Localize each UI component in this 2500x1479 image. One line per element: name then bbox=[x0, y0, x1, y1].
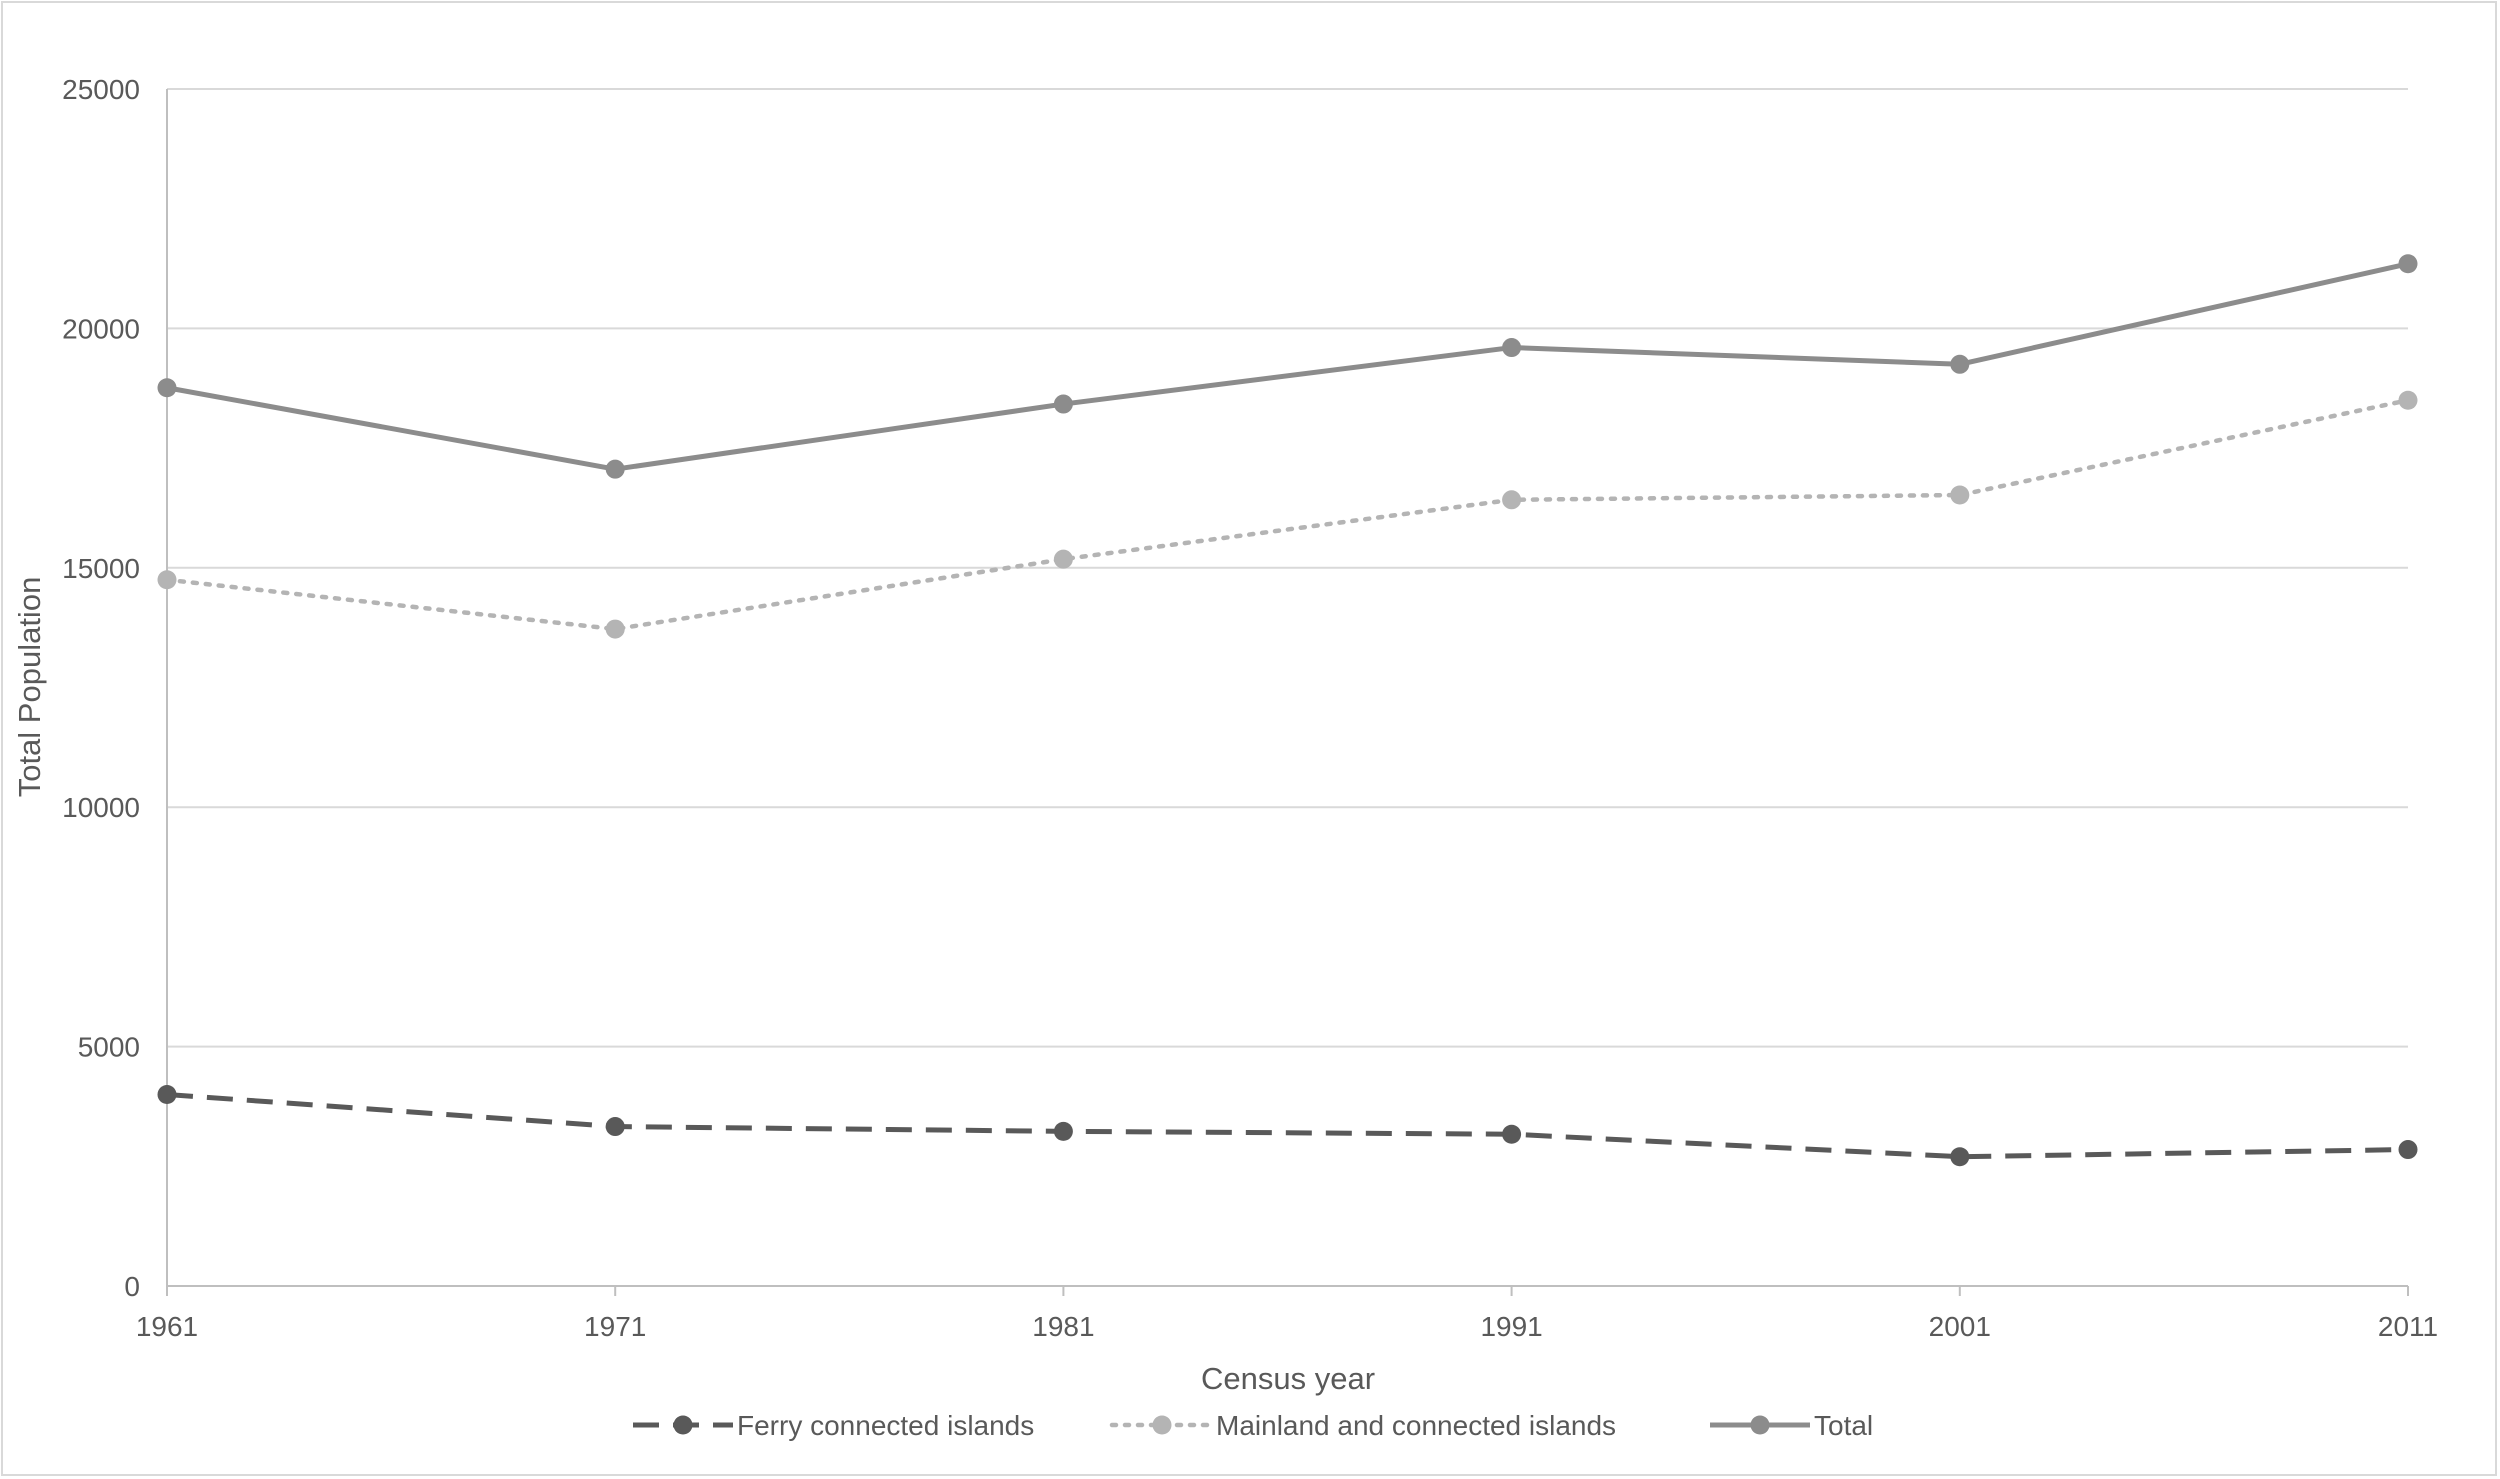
series-line bbox=[166, 1091, 2409, 1160]
series-line bbox=[164, 397, 2411, 632]
data-point bbox=[605, 619, 625, 639]
data-point bbox=[605, 1117, 625, 1137]
gridlines bbox=[167, 88, 2408, 1048]
y-tick-label: 20000 bbox=[62, 313, 140, 344]
data-point bbox=[157, 570, 177, 590]
x-tick-label: 1981 bbox=[1032, 1311, 1094, 1342]
legend-swatch-marker bbox=[1750, 1415, 1770, 1435]
legend-label: Total bbox=[1814, 1410, 1873, 1441]
y-tick-label: 15000 bbox=[62, 553, 140, 584]
x-tick-label: 1991 bbox=[1480, 1311, 1542, 1342]
series-lines bbox=[164, 261, 2411, 1160]
x-tick-label: 1971 bbox=[584, 1311, 646, 1342]
y-tick-label: 0 bbox=[124, 1271, 140, 1302]
data-point bbox=[1502, 1124, 1522, 1144]
y-tick-label: 10000 bbox=[62, 792, 140, 823]
legend: Ferry connected islands Mainland and conn… bbox=[633, 1410, 1873, 1441]
y-tick-label: 25000 bbox=[62, 74, 140, 105]
series-line bbox=[166, 261, 2409, 472]
data-point bbox=[2398, 1140, 2418, 1160]
data-point bbox=[2398, 254, 2418, 274]
legend-swatch-marker bbox=[1152, 1415, 1172, 1435]
legend-swatch-marker bbox=[673, 1415, 693, 1435]
data-point bbox=[1053, 1121, 1073, 1141]
data-point bbox=[605, 459, 625, 479]
x-tick-label: 1961 bbox=[136, 1311, 198, 1342]
data-point bbox=[157, 378, 177, 398]
series-markers bbox=[157, 254, 2418, 1167]
data-point bbox=[157, 1084, 177, 1104]
data-point bbox=[2398, 390, 2418, 410]
legend-label: Ferry connected islands bbox=[737, 1410, 1034, 1441]
x-tick-label: 2001 bbox=[1929, 1311, 1991, 1342]
data-point bbox=[1950, 354, 1970, 374]
x-axis-title: Census year bbox=[1201, 1361, 1375, 1396]
data-point bbox=[1950, 485, 1970, 505]
x-tick-label: 2011 bbox=[2378, 1311, 2438, 1342]
data-point bbox=[1502, 490, 1522, 510]
data-point bbox=[1053, 394, 1073, 414]
data-point bbox=[1053, 549, 1073, 569]
y-tick-label: 5000 bbox=[78, 1032, 140, 1063]
x-tick-labels: 1961 1971 1981 1991 2001 2011 bbox=[136, 1286, 2438, 1342]
data-point bbox=[1502, 338, 1522, 358]
y-tick-labels: 0 5000 10000 15000 20000 25000 bbox=[62, 74, 140, 1302]
y-axis-title: Total Population bbox=[12, 577, 47, 798]
legend-label: Mainland and connected islands bbox=[1216, 1410, 1616, 1441]
data-point bbox=[1950, 1147, 1970, 1167]
